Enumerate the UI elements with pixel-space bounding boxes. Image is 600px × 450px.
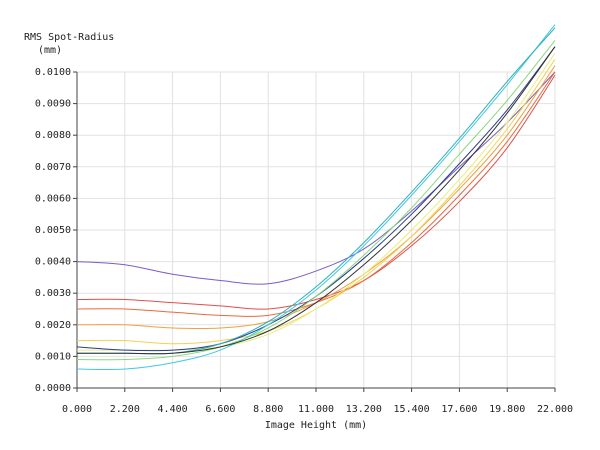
- x-tick-label: 4.400: [158, 404, 188, 415]
- y-axis-unit: (mm): [38, 45, 62, 56]
- y-axis-title: RMS Spot-Radius: [24, 32, 114, 43]
- y-tick-label: 0.0000: [35, 383, 71, 394]
- y-tick-label: 0.0080: [35, 130, 71, 141]
- x-tick-label: 19.800: [489, 404, 525, 415]
- x-tick-label: 11.000: [298, 404, 334, 415]
- series-line: [76, 65, 556, 330]
- x-tick-label: 15.400: [394, 404, 430, 415]
- x-tick-label: 6.600: [205, 404, 235, 415]
- y-tick-label: 0.0050: [35, 225, 71, 236]
- series-line: [76, 71, 556, 317]
- y-tick-label: 0.0070: [35, 162, 71, 173]
- x-tick-label: 0.000: [62, 404, 92, 415]
- x-axis-title: Image Height (mm): [265, 420, 367, 431]
- x-tick-label: 13.200: [346, 404, 382, 415]
- series-line: [76, 74, 556, 310]
- x-tick-label: 2.200: [110, 404, 140, 415]
- x-tick-label: 22.000: [537, 404, 573, 415]
- series-line: [76, 46, 556, 355]
- series-line: [76, 24, 556, 371]
- y-tick-label: 0.0060: [35, 193, 71, 204]
- y-tick-label: 0.0010: [35, 351, 71, 362]
- series-line: [76, 71, 556, 285]
- x-tick-label: 8.800: [253, 404, 283, 415]
- y-tick-label: 0.0090: [35, 99, 71, 110]
- y-tick-label: 0.0100: [35, 67, 71, 78]
- y-tick-label: 0.0040: [35, 257, 71, 268]
- y-tick-label: 0.0020: [35, 320, 71, 331]
- series-line: [76, 40, 556, 361]
- y-tick-label: 0.0030: [35, 288, 71, 299]
- x-tick-label: 17.600: [441, 404, 477, 415]
